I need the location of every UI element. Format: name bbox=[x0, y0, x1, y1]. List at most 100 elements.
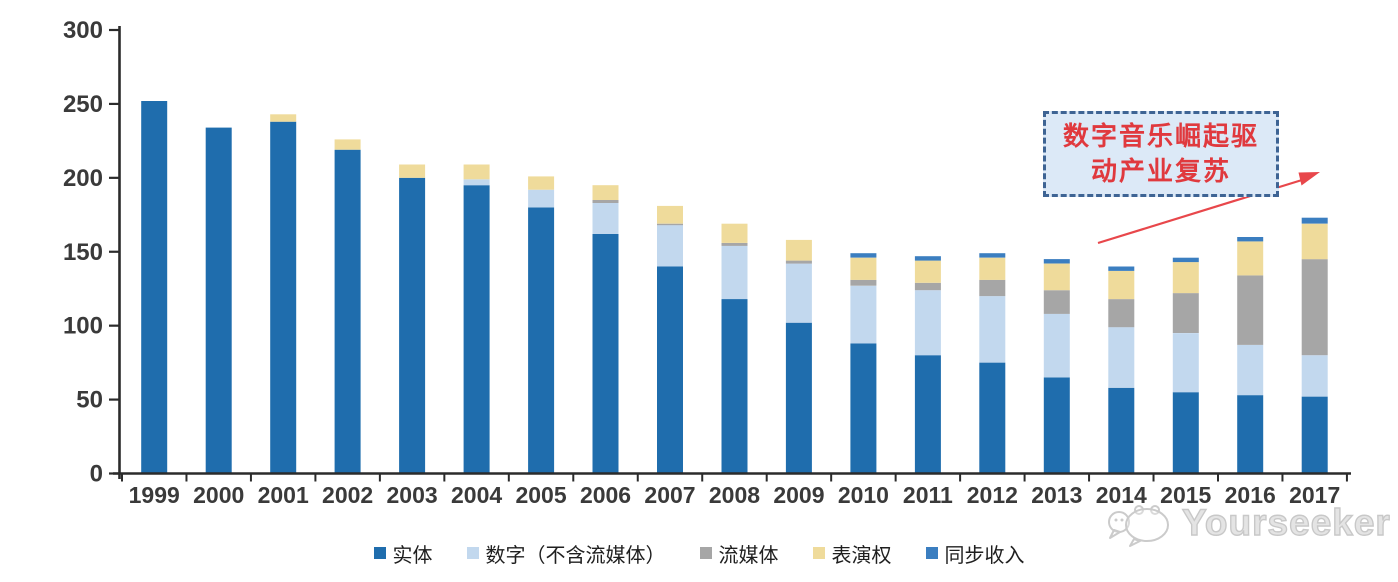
y-tick-label: 250 bbox=[63, 91, 103, 118]
bar-segment-实体 bbox=[270, 121, 297, 474]
bar-segment-数字（不含流媒体） bbox=[592, 203, 619, 234]
legend-item-表演权: 表演权 bbox=[812, 539, 892, 568]
bar-segment-表演权 bbox=[657, 205, 683, 224]
bar-segment-表演权 bbox=[979, 257, 1006, 280]
bar-segment-流媒体 bbox=[592, 200, 619, 203]
bar-segment-表演权 bbox=[334, 139, 361, 150]
bar-segment-实体 bbox=[592, 234, 619, 474]
bar-segment-数字（不含流媒体） bbox=[1108, 327, 1135, 388]
x-tick-label: 2005 bbox=[515, 482, 566, 508]
bar-2009 bbox=[785, 239, 812, 474]
bar-1999 bbox=[141, 101, 168, 474]
bar-segment-表演权 bbox=[785, 239, 812, 261]
y-tick-label: 100 bbox=[63, 313, 103, 340]
annotation-line1: 数字音乐崛起驱 bbox=[1062, 120, 1259, 151]
bar-segment-表演权 bbox=[1301, 223, 1328, 260]
x-tick-label: 2008 bbox=[709, 482, 760, 508]
x-tick-label: 2009 bbox=[773, 482, 824, 508]
legend-label: 实体 bbox=[392, 544, 433, 567]
bar-2010 bbox=[850, 253, 877, 474]
bar-segment-表演权 bbox=[528, 176, 555, 190]
bar-segment-表演权 bbox=[850, 257, 877, 280]
bar-2013 bbox=[1043, 259, 1070, 474]
legend-swatch-icon bbox=[466, 547, 479, 559]
x-tick-label: 2002 bbox=[322, 482, 373, 508]
bar-segment-表演权 bbox=[721, 223, 748, 243]
x-tick-label: 2006 bbox=[580, 482, 631, 508]
bar-segment-流媒体 bbox=[1237, 275, 1264, 345]
bar-2002 bbox=[334, 139, 361, 474]
bar-segment-数字（不含流媒体） bbox=[721, 245, 748, 299]
bar-segment-流媒体 bbox=[979, 279, 1006, 297]
bar-segment-数字（不含流媒体） bbox=[463, 179, 490, 186]
bar-segment-同步收入 bbox=[1172, 257, 1199, 263]
x-tick-label: 1999 bbox=[129, 482, 180, 508]
bar-segment-表演权 bbox=[1237, 241, 1264, 276]
x-tick-label: 2011 bbox=[903, 482, 953, 508]
bar-segment-同步收入 bbox=[1301, 217, 1328, 224]
bar-segment-数字（不含流媒体） bbox=[528, 189, 555, 208]
bar-segment-同步收入 bbox=[979, 253, 1006, 258]
bar-2014 bbox=[1108, 266, 1135, 474]
bar-segment-数字（不含流媒体） bbox=[914, 290, 941, 356]
bar-segment-流媒体 bbox=[785, 260, 812, 264]
bar-segment-同步收入 bbox=[914, 256, 941, 261]
bar-segment-实体 bbox=[528, 207, 555, 474]
bar-segment-表演权 bbox=[463, 164, 490, 180]
bar-segment-数字（不含流媒体） bbox=[979, 296, 1006, 363]
bar-2000 bbox=[205, 127, 232, 474]
bar-segment-同步收入 bbox=[850, 253, 877, 258]
bar-segment-数字（不含流媒体） bbox=[1301, 355, 1328, 397]
legend-swatch-icon bbox=[373, 547, 386, 559]
bar-2011 bbox=[914, 256, 941, 474]
bar-segment-数字（不含流媒体） bbox=[657, 225, 683, 267]
bar-segment-实体 bbox=[1301, 396, 1328, 474]
bar-segment-数字（不含流媒体） bbox=[1237, 344, 1264, 396]
x-tick-label: 2003 bbox=[387, 482, 438, 508]
bar-segment-同步收入 bbox=[1108, 266, 1135, 271]
legend-swatch-icon bbox=[699, 547, 712, 559]
legend-swatch-icon bbox=[925, 547, 938, 559]
bar-segment-实体 bbox=[721, 299, 748, 474]
bar-segment-表演权 bbox=[914, 260, 941, 283]
bar-segment-实体 bbox=[785, 322, 812, 474]
x-tick-label: 2016 bbox=[1225, 482, 1276, 508]
x-tick-label: 2012 bbox=[967, 482, 1018, 508]
legend-item-同步收入: 同步收入 bbox=[925, 539, 1025, 568]
bar-2005 bbox=[528, 176, 555, 474]
bar-segment-数字（不含流媒体） bbox=[785, 263, 812, 323]
bar-segment-实体 bbox=[979, 362, 1006, 474]
bar-segment-数字（不含流媒体） bbox=[1172, 333, 1199, 393]
y-tick-label: 300 bbox=[63, 17, 103, 44]
bar-segment-同步收入 bbox=[1043, 259, 1070, 264]
bar-segment-实体 bbox=[141, 101, 168, 474]
bar-segment-流媒体 bbox=[850, 279, 877, 286]
x-tick-label: 2001 bbox=[258, 482, 309, 508]
legend: 实体 数字（不含流媒体） 流媒体 表演权 同步收入 bbox=[0, 538, 1398, 568]
y-tick-label: 200 bbox=[63, 165, 103, 192]
bar-segment-流媒体 bbox=[1043, 290, 1070, 314]
bar-segment-流媒体 bbox=[721, 242, 748, 246]
bar-2004 bbox=[463, 164, 490, 474]
bar-segment-数字（不含流媒体） bbox=[1043, 313, 1070, 378]
legend-swatch-icon bbox=[812, 547, 825, 559]
bar-2016 bbox=[1237, 237, 1264, 474]
bar-segment-同步收入 bbox=[1237, 237, 1264, 242]
bar-2015 bbox=[1172, 257, 1199, 474]
bar-segment-数字（不含流媒体） bbox=[850, 285, 877, 344]
bar-segment-表演权 bbox=[270, 114, 297, 122]
bar-segment-表演权 bbox=[399, 164, 426, 178]
bar-segment-实体 bbox=[1043, 377, 1070, 474]
bar-segment-实体 bbox=[334, 149, 361, 474]
legend-label: 表演权 bbox=[831, 544, 892, 567]
y-tick-label: 50 bbox=[76, 387, 103, 414]
bar-segment-流媒体 bbox=[1172, 293, 1199, 333]
bar-segment-实体 bbox=[463, 185, 490, 474]
y-tick-label: 0 bbox=[90, 461, 103, 488]
legend-label: 数字（不含流媒体） bbox=[485, 544, 666, 567]
bar-segment-表演权 bbox=[1172, 262, 1199, 294]
bar-segment-流媒体 bbox=[1301, 259, 1328, 356]
bar-segment-实体 bbox=[850, 343, 877, 474]
x-tick-label: 2000 bbox=[193, 482, 244, 508]
